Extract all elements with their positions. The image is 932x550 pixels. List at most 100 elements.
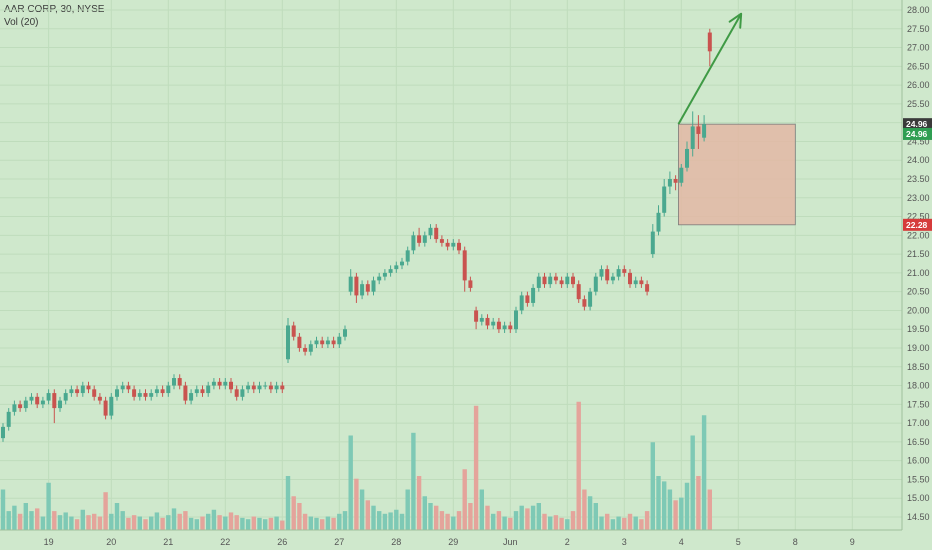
candle-body bbox=[365, 284, 370, 292]
candle-body bbox=[1, 426, 5, 439]
y-tick-label: 16.50 bbox=[907, 437, 930, 447]
volume-bar bbox=[673, 500, 678, 530]
volume-bar bbox=[462, 469, 467, 530]
candle-body bbox=[6, 411, 11, 427]
volume-bar bbox=[371, 505, 376, 530]
candle-body bbox=[445, 242, 450, 247]
volume-bar bbox=[656, 476, 661, 530]
candle-body bbox=[679, 167, 684, 183]
volume-bar bbox=[627, 513, 633, 530]
volume-bar bbox=[570, 511, 576, 530]
volume-bar bbox=[684, 482, 690, 530]
candle-body bbox=[457, 242, 461, 251]
candle-body bbox=[80, 385, 85, 394]
x-tick-label: 19 bbox=[44, 537, 54, 547]
candle-body bbox=[23, 400, 28, 409]
candle-body bbox=[291, 325, 296, 337]
candle-body bbox=[485, 317, 490, 326]
candle-body bbox=[542, 276, 547, 285]
candle-body bbox=[160, 389, 165, 394]
volume-bar bbox=[701, 415, 707, 530]
candle-body bbox=[468, 280, 473, 288]
candle-body bbox=[308, 344, 313, 352]
candle-body bbox=[12, 404, 17, 412]
candle-body bbox=[35, 396, 40, 405]
x-tick-label: 4 bbox=[679, 537, 684, 547]
y-tick-label: 15.50 bbox=[907, 474, 930, 484]
volume-bar bbox=[240, 517, 245, 530]
y-tick-label: 17.50 bbox=[907, 399, 930, 409]
volume-bar bbox=[291, 496, 296, 530]
volume-bar bbox=[365, 500, 370, 530]
volume-bar bbox=[599, 516, 604, 530]
candle-body bbox=[439, 239, 444, 243]
candle-body bbox=[462, 250, 467, 281]
candle-body bbox=[274, 385, 279, 390]
volume-bar bbox=[456, 511, 462, 530]
volume-bar bbox=[114, 503, 120, 530]
x-tick-label: 5 bbox=[736, 537, 741, 547]
candle-body bbox=[132, 389, 137, 397]
y-tick-label: 24.00 bbox=[907, 155, 930, 165]
volume-bar bbox=[439, 511, 445, 530]
x-tick-label: 28 bbox=[391, 537, 401, 547]
candle-body bbox=[531, 287, 536, 303]
volume-bar bbox=[553, 515, 559, 530]
y-tick-label: 23.50 bbox=[907, 174, 930, 184]
candle-body bbox=[656, 212, 661, 232]
volume-bar bbox=[337, 513, 342, 530]
volume-bar bbox=[12, 505, 17, 530]
volume-bar bbox=[29, 511, 34, 530]
candle-body bbox=[422, 235, 427, 243]
y-tick-label: 22.00 bbox=[907, 230, 930, 240]
candle-body bbox=[667, 179, 672, 187]
x-tick-label: 26 bbox=[277, 537, 287, 547]
volume-bar bbox=[479, 489, 484, 530]
volume-bar bbox=[86, 515, 91, 530]
candle-body bbox=[599, 269, 604, 277]
volume-bar bbox=[644, 511, 650, 530]
trend-arrow-head bbox=[728, 12, 743, 29]
volume-bar bbox=[525, 508, 530, 530]
candle-body bbox=[166, 385, 171, 394]
volume-bar bbox=[46, 482, 51, 530]
y-tick-label: 28.00 bbox=[907, 5, 930, 15]
volume-bar bbox=[576, 401, 581, 530]
candle-body bbox=[280, 385, 285, 390]
volume-bar bbox=[6, 511, 11, 530]
volume-bar bbox=[445, 513, 450, 530]
candle-body bbox=[360, 284, 365, 296]
volume-bar bbox=[662, 481, 667, 530]
candle-body bbox=[502, 325, 507, 330]
x-tick-label: Jun bbox=[503, 537, 518, 547]
candle-body bbox=[52, 393, 57, 409]
volume-bar bbox=[593, 503, 598, 530]
candle-body bbox=[525, 295, 530, 303]
candle-body bbox=[331, 340, 336, 345]
volume-bar bbox=[377, 511, 382, 530]
volume-bar bbox=[52, 511, 57, 530]
volume-bar bbox=[342, 511, 348, 530]
candle-body bbox=[325, 340, 330, 345]
y-tick-label: 22.50 bbox=[907, 212, 930, 222]
volume-bar bbox=[422, 496, 427, 530]
y-tick-label: 20.50 bbox=[907, 287, 930, 297]
candle-body bbox=[268, 385, 273, 390]
y-tick-label: 23.00 bbox=[907, 193, 930, 203]
candle-body bbox=[662, 186, 667, 213]
volume-bar bbox=[650, 442, 655, 530]
volume-bar bbox=[696, 476, 701, 530]
volume-bar bbox=[92, 513, 97, 530]
price-tag-label: 24.96 bbox=[906, 119, 928, 129]
volume-bar bbox=[468, 503, 473, 530]
volume-bar bbox=[690, 435, 695, 530]
volume-bar bbox=[171, 508, 177, 530]
candle-body bbox=[428, 227, 433, 236]
volume-bar bbox=[285, 476, 291, 530]
candle-body bbox=[211, 381, 216, 386]
y-tick-label: 15.00 bbox=[907, 493, 930, 503]
candle-body bbox=[582, 299, 587, 307]
candle-body bbox=[154, 389, 159, 394]
candle-body bbox=[639, 280, 644, 285]
